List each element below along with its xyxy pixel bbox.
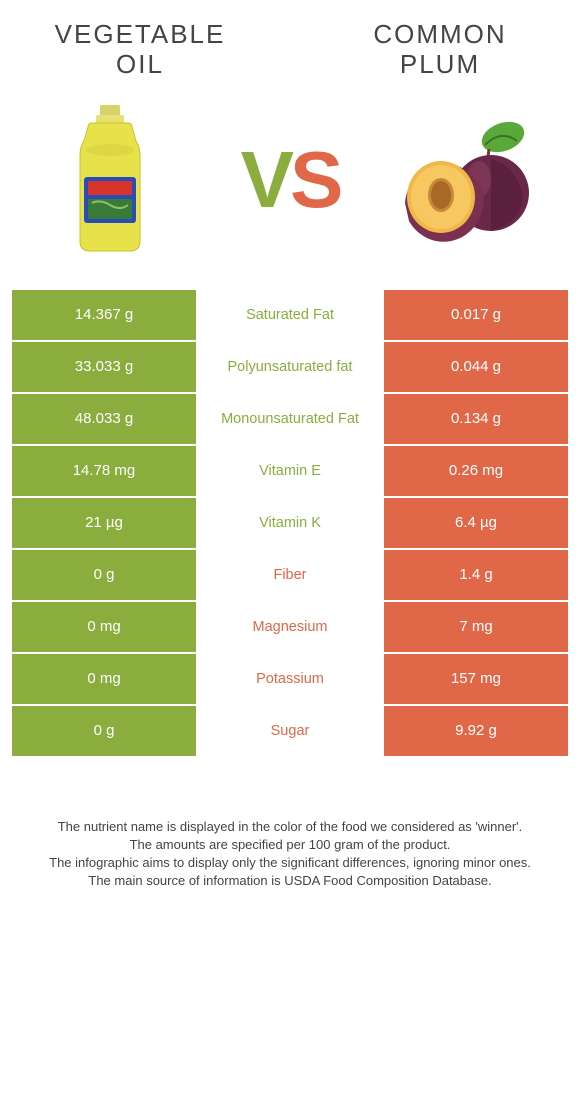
nutrient-label: Polyunsaturated fat	[196, 342, 384, 392]
left-food-image	[30, 100, 190, 260]
left-value: 21 µg	[12, 498, 196, 548]
right-value: 6.4 µg	[384, 498, 568, 548]
oil-bottle-icon	[70, 105, 150, 255]
footnote-line: The infographic aims to display only the…	[20, 854, 560, 872]
nutrient-label: Monounsaturated Fat	[196, 394, 384, 444]
right-value: 0.017 g	[384, 290, 568, 340]
left-value: 0 g	[12, 550, 196, 600]
table-row: 14.78 mgVitamin E0.26 mg	[12, 446, 568, 498]
nutrient-label: Saturated Fat	[196, 290, 384, 340]
left-value: 33.033 g	[12, 342, 196, 392]
footnotes: The nutrient name is displayed in the co…	[0, 758, 580, 901]
nutrient-label: Fiber	[196, 550, 384, 600]
table-row: 0 gSugar9.92 g	[12, 706, 568, 758]
left-value: 0 mg	[12, 602, 196, 652]
footnote-line: The main source of information is USDA F…	[20, 872, 560, 890]
right-value: 157 mg	[384, 654, 568, 704]
right-food-image	[390, 100, 550, 260]
right-value: 1.4 g	[384, 550, 568, 600]
left-value: 48.033 g	[12, 394, 196, 444]
nutrient-label: Sugar	[196, 706, 384, 756]
header: Vegetable oil Common plum	[0, 0, 580, 90]
left-food-title: Vegetable oil	[30, 20, 250, 80]
table-row: 0 mgPotassium157 mg	[12, 654, 568, 706]
right-value: 0.134 g	[384, 394, 568, 444]
table-row: 21 µgVitamin K6.4 µg	[12, 498, 568, 550]
right-food-title: Common plum	[330, 20, 550, 80]
footnote-line: The amounts are specified per 100 gram o…	[20, 836, 560, 854]
left-value: 0 g	[12, 706, 196, 756]
nutrient-label: Magnesium	[196, 602, 384, 652]
left-value: 14.367 g	[12, 290, 196, 340]
footnote-line: The nutrient name is displayed in the co…	[20, 818, 560, 836]
table-row: 0 mgMagnesium7 mg	[12, 602, 568, 654]
vs-label: VS	[241, 134, 340, 226]
plum-icon	[395, 115, 545, 245]
right-value: 9.92 g	[384, 706, 568, 756]
nutrient-label: Potassium	[196, 654, 384, 704]
left-value: 0 mg	[12, 654, 196, 704]
left-value: 14.78 mg	[12, 446, 196, 496]
nutrient-label: Vitamin E	[196, 446, 384, 496]
vs-s: S	[290, 135, 339, 224]
images-row: VS	[0, 90, 580, 290]
table-row: 48.033 gMonounsaturated Fat0.134 g	[12, 394, 568, 446]
right-value: 0.26 mg	[384, 446, 568, 496]
nutrient-label: Vitamin K	[196, 498, 384, 548]
table-row: 14.367 gSaturated Fat0.017 g	[12, 290, 568, 342]
table-row: 33.033 gPolyunsaturated fat0.044 g	[12, 342, 568, 394]
table-row: 0 gFiber1.4 g	[12, 550, 568, 602]
comparison-table: 14.367 gSaturated Fat0.017 g33.033 gPoly…	[12, 290, 568, 758]
right-value: 0.044 g	[384, 342, 568, 392]
vs-v: V	[241, 135, 290, 224]
right-value: 7 mg	[384, 602, 568, 652]
